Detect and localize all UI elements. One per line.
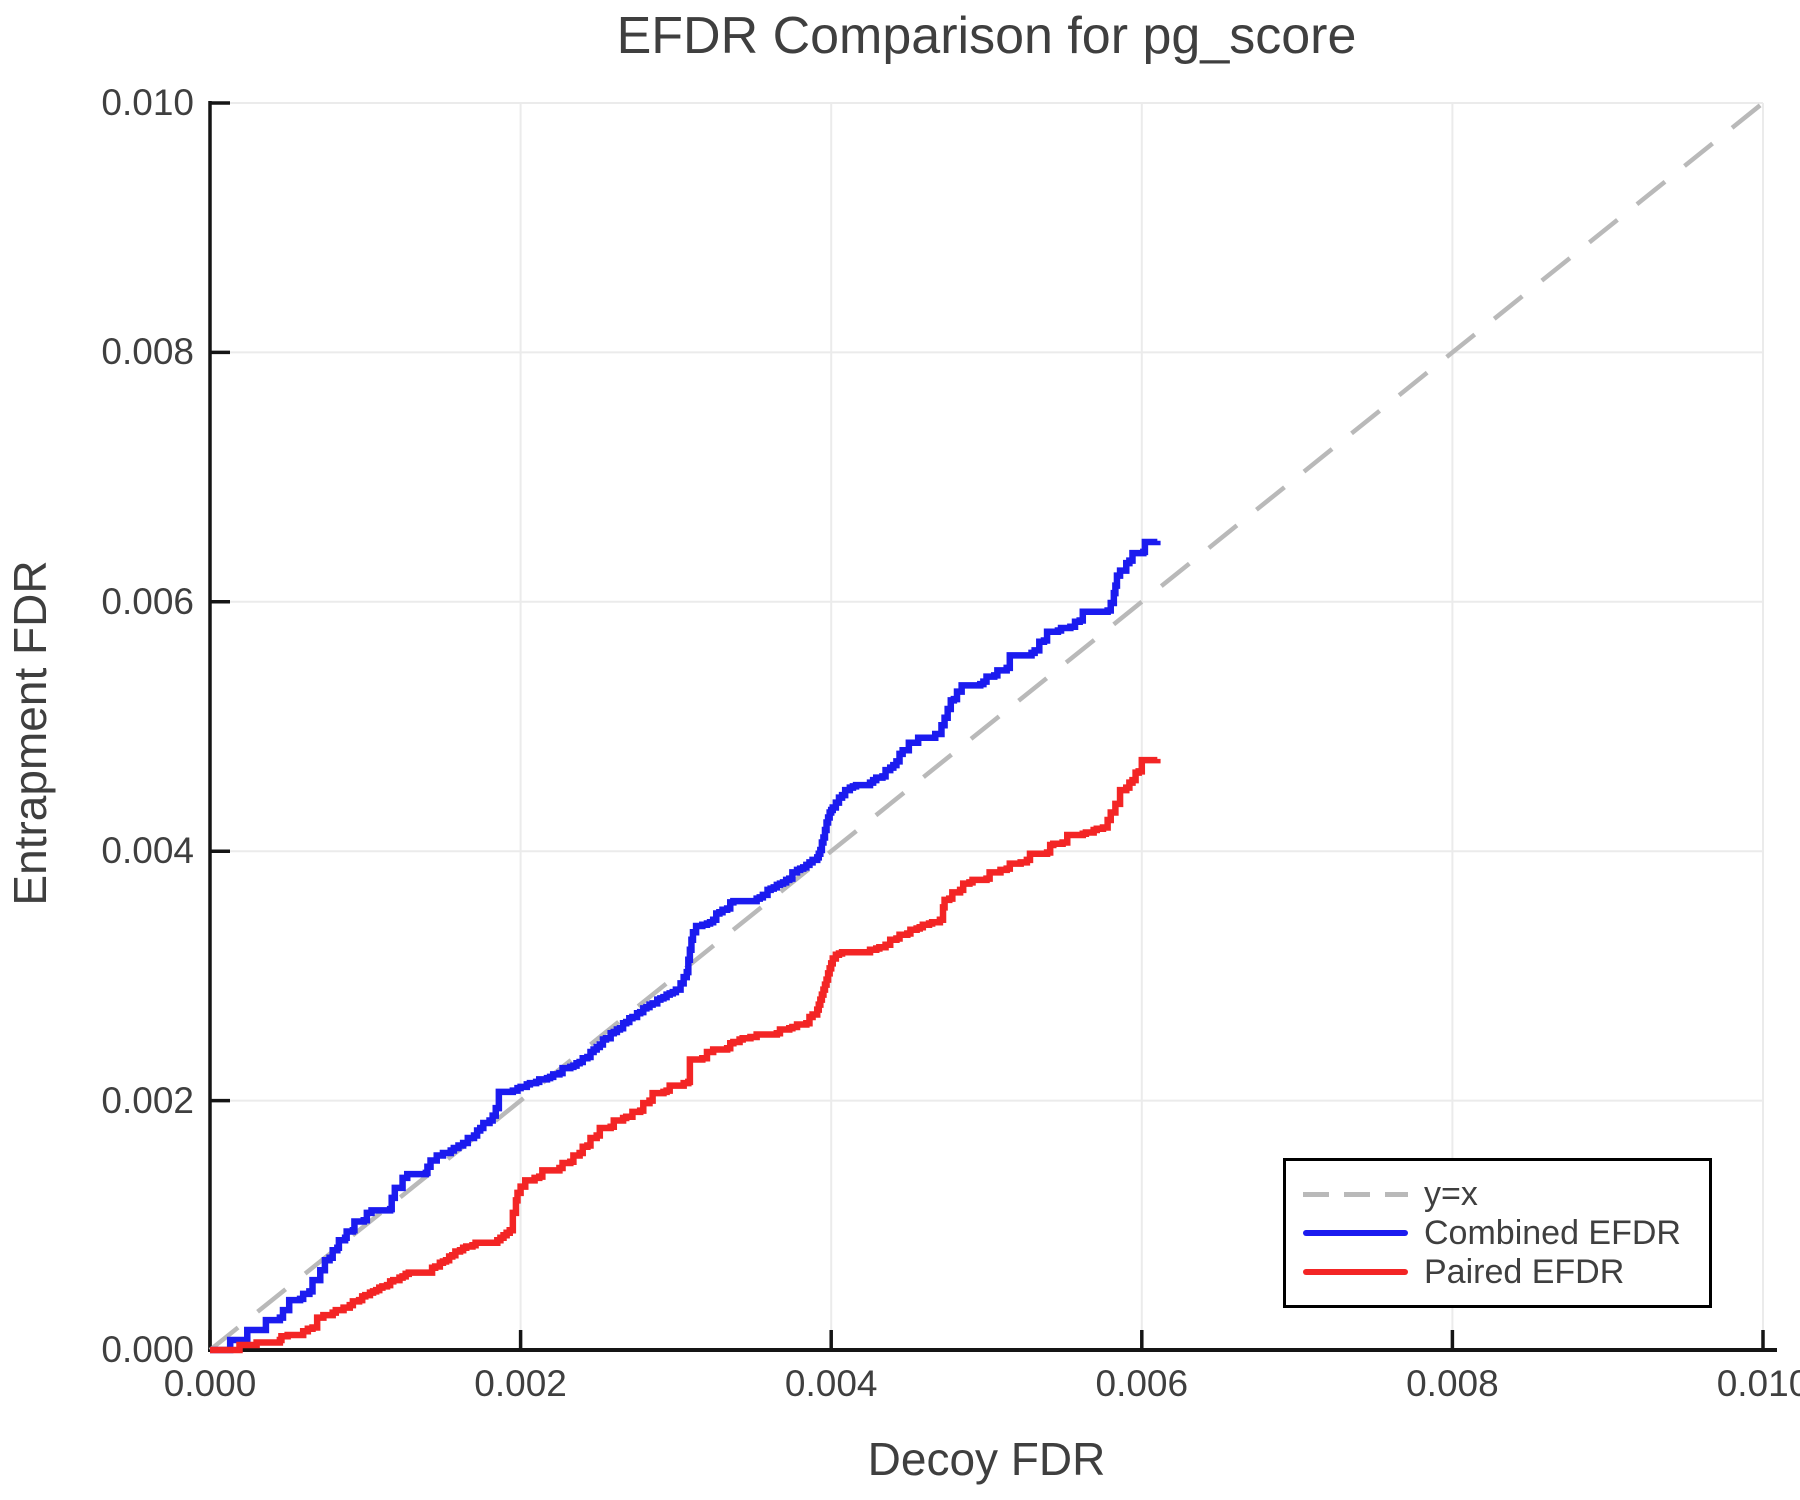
legend-item-identity: y=x [1303,1176,1709,1213]
x-tick-label: 0.006 [1095,1363,1189,1404]
identity-line-sample-icon [1303,1191,1408,1197]
x-tick-label: 0.000 [163,1363,257,1404]
x-tick-label: 0.010 [1716,1363,1800,1404]
legend-label-paired: Paired EFDR [1424,1253,1625,1291]
legend-label-identity: y=x [1424,1175,1478,1213]
x-tick-label: 0.004 [784,1363,878,1404]
x-axis-label: Decoy FDR [867,1433,1106,1485]
y-tick-label: 0.000 [101,1329,194,1370]
legend-label-combined: Combined EFDR [1424,1214,1681,1252]
combined-efdr-line [210,538,1161,1354]
paired-line-sample-icon [1303,1269,1408,1275]
legend: y=x Combined EFDR Paired EFDR [1283,1158,1712,1308]
y-tick-label: 0.002 [101,1079,194,1121]
x-tick-label: 0.008 [1406,1363,1499,1404]
chart-title: EFDR Comparison for pg_score [616,7,1357,65]
legend-item-combined: Combined EFDR [1303,1215,1709,1252]
legend-item-paired: Paired EFDR [1303,1254,1709,1291]
combined-line-sample-icon [1303,1230,1408,1236]
x-tick-label: 0.002 [474,1363,567,1404]
y-tick-label: 0.010 [101,82,194,123]
y-tick-label: 0.006 [101,580,194,622]
y-tick-label: 0.008 [101,331,194,373]
y-tick-label: 0.004 [101,830,194,872]
y-axis-label: Entrapment FDR [4,560,56,906]
paired-efdr-line [210,756,1161,1354]
